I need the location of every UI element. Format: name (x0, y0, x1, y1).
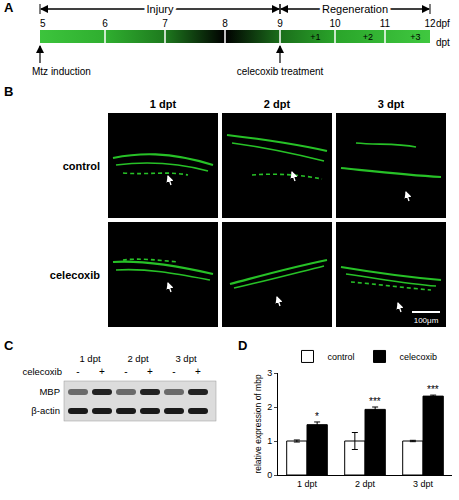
svg-text:1 dpt: 1 dpt (79, 353, 100, 364)
svg-text:0: 0 (267, 470, 272, 480)
svg-text:-: - (172, 366, 175, 377)
svg-text:8: 8 (222, 18, 228, 29)
svg-text:celecoxib: celecoxib (400, 352, 438, 362)
html-text:D: D (238, 338, 248, 353)
svg-text:3 dpt: 3 dpt (413, 479, 434, 489)
svg-text:+: + (195, 366, 201, 377)
svg-text:***: *** (427, 384, 439, 395)
svg-text:2 dpt: 2 dpt (355, 479, 376, 489)
svg-text:dpt: dpt (436, 37, 450, 48)
svg-text:C: C (4, 338, 14, 353)
svg-text:A: A (4, 0, 14, 15)
svg-text:100μm: 100μm (414, 316, 439, 325)
svg-text:Mtz induction: Mtz induction (32, 66, 91, 77)
svg-text:+3: +3 (410, 32, 420, 42)
svg-text:2: 2 (267, 402, 272, 412)
svg-text:*: * (315, 411, 319, 422)
svg-text:3: 3 (267, 368, 272, 378)
svg-text:Injury: Injury (147, 3, 174, 15)
svg-text:celecoxib: celecoxib (22, 366, 62, 377)
svg-text:1 dpt: 1 dpt (297, 479, 318, 489)
svg-text:10: 10 (329, 18, 341, 29)
svg-text:9: 9 (277, 18, 283, 29)
svg-text:relative expression of mbp: relative expression of mbp (253, 374, 263, 473)
svg-text:+: + (99, 366, 105, 377)
svg-text:3 dpt: 3 dpt (175, 353, 196, 364)
svg-text:-: - (76, 366, 79, 377)
svg-text:7: 7 (162, 18, 168, 29)
svg-text:1 dpt: 1 dpt (150, 98, 177, 110)
svg-text:***: *** (369, 396, 381, 407)
svg-text:+2: +2 (363, 32, 373, 42)
svg-text:control: control (63, 160, 100, 172)
svg-text:-: - (124, 366, 127, 377)
svg-text:11: 11 (380, 18, 391, 29)
svg-text:5: 5 (40, 18, 46, 29)
svg-text:+1: +1 (310, 32, 320, 42)
svg-text:1: 1 (267, 436, 272, 446)
svg-text:celecoxib: celecoxib (50, 269, 100, 281)
svg-text:2 dpt: 2 dpt (127, 353, 148, 364)
svg-text:dpf: dpf (436, 18, 450, 29)
svg-text:β-actin: β-actin (31, 405, 60, 416)
svg-text:+: + (147, 366, 153, 377)
svg-text:B: B (4, 84, 13, 99)
svg-text:3 dpt: 3 dpt (378, 98, 405, 110)
svg-text:Regeneration: Regeneration (322, 3, 388, 15)
svg-text:12: 12 (424, 18, 436, 29)
svg-text:celecoxib treatment: celecoxib treatment (237, 66, 324, 77)
svg-text:MBP: MBP (39, 386, 60, 397)
svg-text:6: 6 (102, 18, 108, 29)
svg-text:control: control (328, 352, 355, 362)
svg-text:2 dpt: 2 dpt (264, 98, 291, 110)
